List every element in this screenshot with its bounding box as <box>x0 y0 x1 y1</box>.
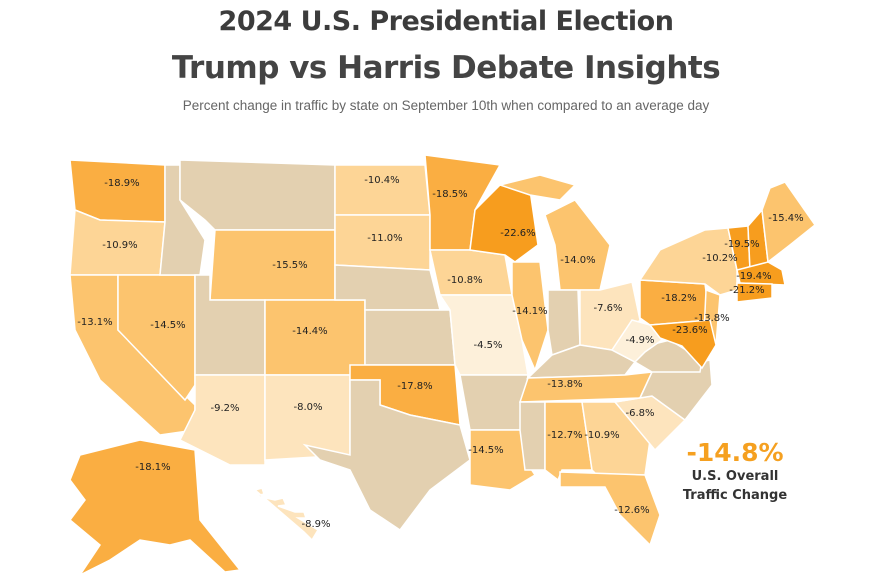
state-mt <box>179 159 336 231</box>
state-value-label-me: -15.4% <box>768 213 803 224</box>
state-fl <box>559 471 661 547</box>
state-ma <box>736 261 786 286</box>
state-value-label-mi: -14.0% <box>560 255 595 266</box>
state-value-label-pa: -18.2% <box>661 293 696 304</box>
state-value-label-hi: -8.9% <box>301 519 330 530</box>
overall-value: -14.8% <box>686 438 784 467</box>
state-value-label-il: -14.1% <box>512 306 547 317</box>
state-il <box>511 261 549 373</box>
subtitle: Trump vs Harris Debate Insights <box>171 50 721 86</box>
state-value-label-wv: -4.9% <box>625 335 654 346</box>
state-value-label-ny: -10.2% <box>702 253 737 264</box>
state-value-label-ak: -18.1% <box>135 462 170 473</box>
state-ct <box>736 282 773 303</box>
state-value-label-ok: -17.8% <box>397 381 432 392</box>
state-md <box>648 319 717 370</box>
state-value-label-wi: -22.6% <box>500 228 535 239</box>
state-value-label-ct: -21.2% <box>729 285 764 296</box>
state-value-label-nd: -10.4% <box>364 175 399 186</box>
state-value-label-sd: -11.0% <box>367 233 402 244</box>
description: Percent change in traffic by state on Se… <box>182 98 710 113</box>
state-value-label-nm: -8.0% <box>293 402 322 413</box>
state-ms <box>519 401 546 471</box>
state-value-label-la: -14.5% <box>468 445 503 456</box>
state-nd <box>334 164 431 216</box>
state-tx <box>302 379 471 532</box>
overall-label-1: U.S. Overall <box>691 469 779 484</box>
state-wv <box>610 319 664 363</box>
state-wa <box>69 159 166 223</box>
state-ak <box>68 439 242 577</box>
overall-change: -14.8% U.S. Overall Traffic Change <box>660 438 810 505</box>
overall-label-2: Traffic Change <box>682 488 788 503</box>
state-value-label-mn: -18.5% <box>432 189 467 200</box>
state-co <box>264 299 366 376</box>
state-value-label-sc: -6.8% <box>625 408 654 419</box>
state-value-label-wy: -15.5% <box>272 260 307 271</box>
state-value-label-ga: -10.9% <box>584 430 619 441</box>
state-value-label-md: -23.6% <box>672 325 707 336</box>
state-ar <box>459 374 529 431</box>
state-value-label-al: -12.7% <box>547 430 582 441</box>
state-value-label-oh: -7.6% <box>593 303 622 314</box>
state-value-label-ca: -13.1% <box>77 317 112 328</box>
state-value-label-tn: -13.8% <box>547 379 582 390</box>
state-in <box>547 289 581 357</box>
state-value-label-mo: -4.5% <box>473 340 502 351</box>
state-value-label-co: -14.4% <box>292 326 327 337</box>
state-value-label-wa: -18.9% <box>104 178 139 189</box>
state-ia <box>429 249 513 296</box>
state-value-label-ia: -10.8% <box>447 275 482 286</box>
state-ks <box>364 309 456 366</box>
state-value-label-ma: -19.4% <box>736 271 771 282</box>
state-value-label-nv: -14.5% <box>150 320 185 331</box>
state-value-label-vt: -19.5% <box>724 239 759 250</box>
state-value-label-fl: -12.6% <box>614 505 649 516</box>
state-hi <box>253 487 320 542</box>
state-value-label-or: -10.9% <box>102 240 137 251</box>
state-mi <box>544 199 611 291</box>
state-value-label-nj: -13.8% <box>694 313 729 324</box>
state-mi <box>497 174 577 201</box>
state-value-label-az: -9.2% <box>210 403 239 414</box>
title: 2024 U.S. Presidential Election <box>218 6 674 37</box>
